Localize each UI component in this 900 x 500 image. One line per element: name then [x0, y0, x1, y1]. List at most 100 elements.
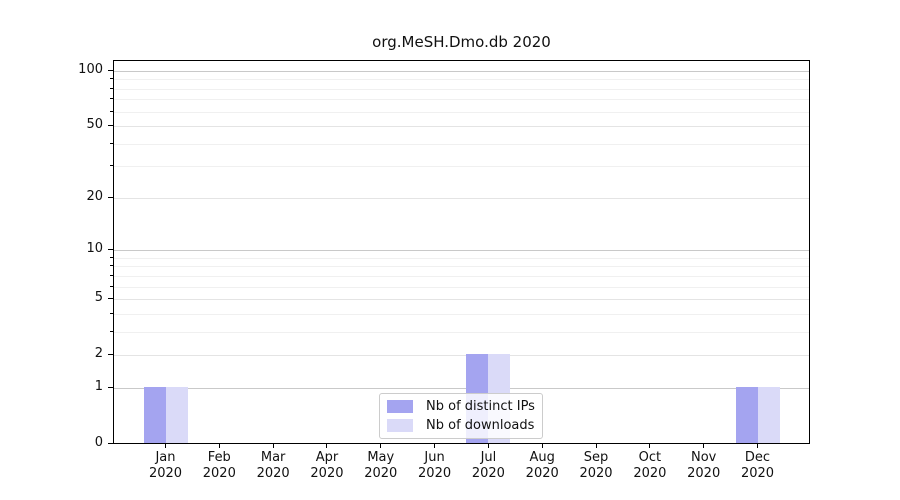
gridline-100 [114, 70, 809, 72]
x-tick-label-jun: Jun 2020 [404, 450, 466, 482]
y-minor-tick-4 [110, 312, 113, 314]
bar-nb-of-downloads-dec [757, 386, 780, 443]
x-tick-dec [757, 444, 758, 448]
y-tick-2 [108, 354, 113, 356]
x-tick-oct [649, 444, 651, 448]
x-label-year: 2020 [471, 466, 505, 481]
y-tick-label-10: 10 [86, 241, 103, 257]
minor-gridline-60 [114, 111, 809, 113]
y-tick-label-50: 50 [86, 117, 103, 133]
x-label-year: 2020 [202, 466, 236, 481]
x-label-month: Nov [690, 450, 717, 465]
bar-nb-of-downloads-jan [165, 386, 188, 443]
y-minor-tick-9 [110, 256, 113, 258]
y-tick-10 [108, 249, 113, 251]
x-tick-label-mar: Mar 2020 [242, 450, 304, 482]
x-label-month: Jul [480, 450, 497, 465]
y-minor-tick-6 [110, 285, 113, 287]
minor-gridline-6 [114, 286, 809, 288]
x-label-year: 2020 [364, 466, 398, 481]
y-minor-tick-70 [110, 98, 113, 100]
plot-area: Nb of distinct IPs Nb of downloads [113, 60, 810, 444]
y-tick-label-2: 2 [94, 346, 103, 362]
x-label-year: 2020 [418, 466, 452, 481]
gridline-50 [114, 126, 809, 128]
x-tick-jul [487, 444, 489, 448]
x-tick-label-aug: Aug 2020 [511, 450, 573, 482]
x-tick-mar [272, 444, 274, 448]
x-label-month: Dec [744, 450, 771, 465]
x-tick-label-may: May 2020 [350, 450, 412, 482]
minor-gridline-4 [114, 313, 809, 315]
bar-nb-of-distinct-ips-jan [143, 386, 166, 443]
y-minor-tick-60 [110, 110, 113, 112]
legend-row-nb-of-distinct-ips: Nb of distinct IPs [387, 399, 535, 414]
x-tick-label-jan: Jan 2020 [135, 450, 197, 482]
x-tick-jan [165, 444, 166, 448]
y-tick-1 [108, 386, 113, 388]
x-label-year: 2020 [310, 466, 344, 481]
y-tick-100 [108, 69, 113, 71]
y-tick-0 [108, 443, 113, 444]
chart-title: org.MeSH.Dmo.db 2020 [372, 33, 551, 51]
x-label-year: 2020 [687, 466, 721, 481]
y-tick-label-20: 20 [86, 188, 103, 204]
x-tick-apr [326, 444, 328, 448]
gridline-1 [114, 387, 809, 389]
legend-swatch-icon [387, 419, 413, 432]
x-label-year: 2020 [148, 466, 183, 481]
x-tick-label-feb: Feb 2020 [188, 450, 250, 482]
x-label-month: Mar [260, 450, 286, 465]
x-label-month: Feb [207, 450, 231, 465]
y-minor-tick-90 [110, 78, 113, 80]
x-label-month: Oct [638, 450, 662, 465]
x-label-month: Jun [424, 450, 445, 465]
x-label-year: 2020 [525, 466, 559, 481]
gridline-2 [114, 355, 809, 357]
x-label-year: 2020 [256, 466, 290, 481]
x-tick-feb [218, 444, 220, 448]
y-minor-tick-7 [110, 274, 113, 276]
x-label-year: 2020 [633, 466, 667, 481]
x-label-month: Jan [155, 450, 176, 465]
legend-row-nb-of-downloads: Nb of downloads [387, 418, 534, 433]
legend: Nb of distinct IPs Nb of downloads [379, 393, 543, 439]
gridline-5 [114, 299, 809, 301]
x-label-month: May [367, 450, 395, 465]
y-minor-tick-8 [110, 265, 113, 267]
minor-gridline-80 [114, 88, 809, 90]
minor-gridline-90 [114, 79, 809, 81]
x-tick-label-jul: Jul 2020 [457, 450, 519, 482]
y-tick-label-1: 1 [94, 378, 103, 394]
x-tick-label-dec: Dec 2020 [727, 450, 789, 482]
minor-gridline-30 [114, 166, 809, 168]
y-minor-tick-3 [110, 330, 113, 332]
x-tick-sep [595, 444, 597, 448]
minor-gridline-3 [114, 331, 809, 333]
x-tick-may [380, 444, 382, 448]
y-tick-5 [108, 298, 113, 300]
bar-nb-of-distinct-ips-dec [735, 386, 758, 443]
x-label-month: Apr [315, 450, 339, 465]
x-tick-label-apr: Apr 2020 [296, 450, 358, 482]
minor-gridline-70 [114, 99, 809, 101]
minor-gridline-9 [114, 257, 809, 259]
y-tick-20 [108, 196, 113, 198]
y-minor-tick-30 [110, 165, 113, 167]
legend-swatch-icon [387, 400, 413, 413]
gridline-20 [114, 197, 809, 199]
x-label-year: 2020 [579, 466, 613, 481]
minor-gridline-7 [114, 275, 809, 277]
y-tick-label-0: 0 [94, 435, 103, 450]
minor-gridline-8 [114, 266, 809, 268]
legend-label: Nb of distinct IPs [426, 399, 535, 414]
y-tick-label-100: 100 [78, 61, 103, 77]
x-tick-aug [541, 444, 543, 448]
x-label-month: Aug [529, 450, 555, 465]
minor-gridline-40 [114, 143, 809, 145]
gridline-10 [114, 250, 809, 252]
x-tick-jun [434, 444, 436, 448]
x-label-year: 2020 [740, 466, 775, 481]
y-minor-tick-80 [110, 87, 113, 89]
